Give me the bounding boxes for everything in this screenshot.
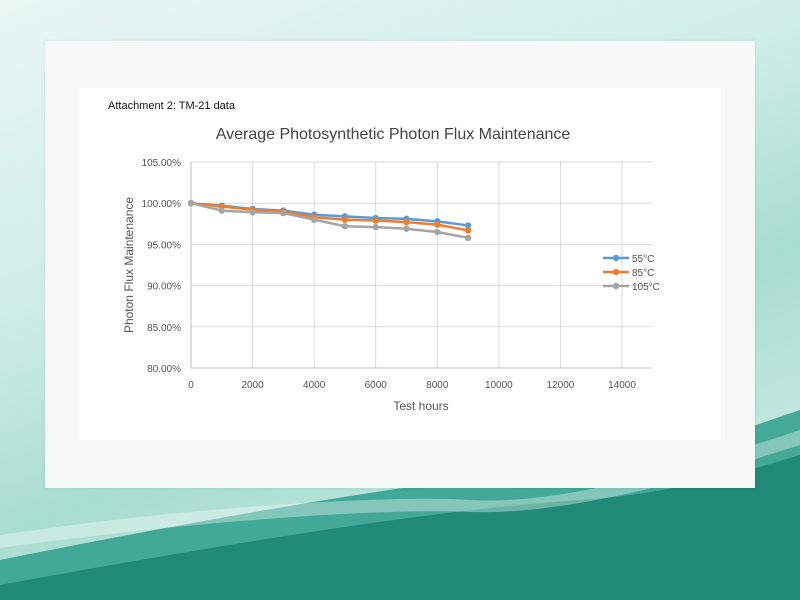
y-tick-label: 95.00% — [147, 240, 181, 251]
legend-label: 105°C — [632, 282, 660, 293]
y-tick-label: 80.00% — [147, 364, 181, 375]
data-point — [464, 222, 472, 229]
chart-title: Average Photosynthetic Photon Flux Maint… — [216, 126, 571, 143]
x-tick-label: 0 — [188, 380, 194, 391]
x-tick-label: 10000 — [485, 380, 513, 391]
x-tick-label: 4000 — [303, 380, 326, 391]
x-tick-label: 14000 — [608, 380, 636, 391]
y-axis-label: Photon Flux Maintenance — [122, 197, 136, 333]
legend-marker — [612, 282, 620, 290]
x-tick-label: 6000 — [365, 380, 388, 391]
y-tick-label: 105.00% — [142, 158, 182, 169]
data-point — [372, 217, 379, 224]
data-point — [403, 225, 410, 232]
series-line-105°C — [190, 201, 469, 240]
x-tick-label: 8000 — [426, 380, 449, 391]
data-point — [310, 216, 318, 223]
data-point — [372, 223, 379, 231]
y-tick-label: 85.00% — [147, 323, 181, 334]
x-tick-label: 2000 — [241, 380, 264, 391]
data-point — [280, 209, 287, 217]
legend-marker — [612, 268, 620, 276]
data-point — [464, 234, 472, 242]
chart-series — [187, 200, 472, 242]
legend-marker — [612, 254, 620, 262]
y-tick-label: 90.00% — [147, 282, 181, 293]
x-axis-label: Test hours — [393, 399, 448, 413]
legend-label: 55°C — [632, 254, 654, 265]
data-point — [403, 218, 410, 226]
legend-label: 85°C — [632, 268, 654, 279]
attachment-caption: Attachment 2: TM-21 data — [108, 100, 235, 112]
data-point — [464, 227, 472, 234]
chart-axes: 80.00% 85.00% 90.00% 95.00% 100.00% 105.00% 0 2… — [142, 158, 652, 391]
data-point — [187, 200, 195, 207]
data-point — [341, 223, 349, 230]
data-point — [341, 216, 349, 223]
y-tick-label: 100.00% — [142, 199, 182, 210]
series-line-85°C — [190, 201, 469, 232]
chart-grid — [191, 161, 652, 369]
chart-panel — [78, 88, 721, 440]
data-point — [249, 209, 256, 216]
data-point — [218, 207, 225, 214]
data-point — [434, 221, 441, 228]
chart-legend: 55°C 85°C 105°C — [603, 254, 660, 293]
x-tick-label: 12000 — [547, 380, 575, 391]
data-point — [434, 228, 441, 236]
